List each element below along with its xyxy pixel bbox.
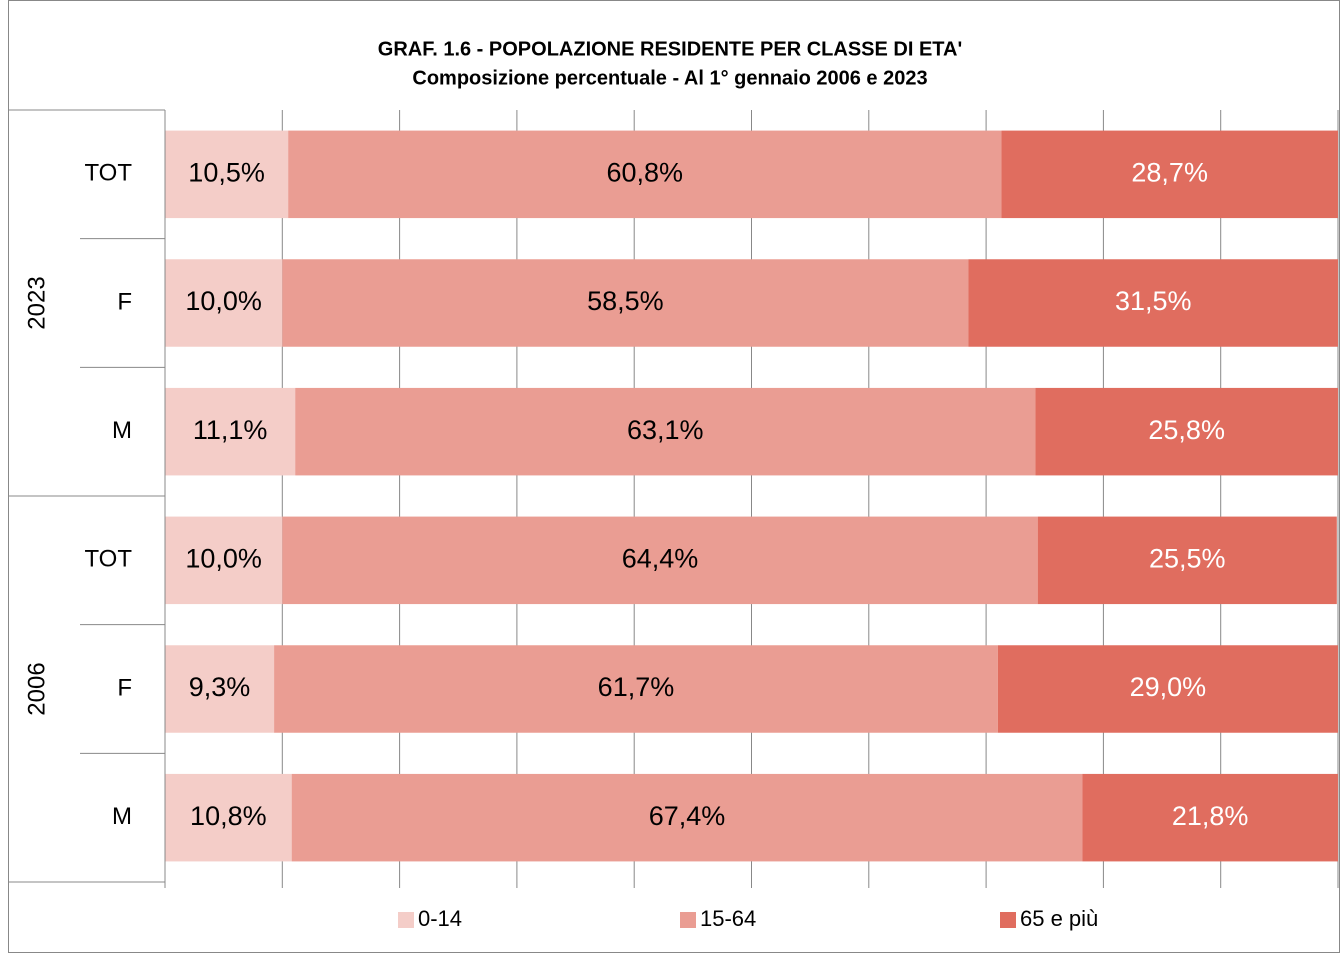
data-label: 63,1% bbox=[627, 415, 704, 445]
data-label: 31,5% bbox=[1115, 286, 1192, 316]
y-tick-label: M bbox=[112, 417, 132, 444]
bar-segment bbox=[165, 130, 289, 219]
data-label: 21,8% bbox=[1172, 801, 1249, 831]
y-tick-label: F bbox=[117, 288, 132, 315]
data-label: 9,3% bbox=[189, 672, 251, 702]
legend-swatch bbox=[680, 912, 696, 928]
bar-segment bbox=[165, 773, 292, 862]
data-label: 10,0% bbox=[185, 286, 262, 316]
bar-segment bbox=[1037, 516, 1337, 605]
y-tick-label: TOT bbox=[84, 546, 132, 573]
chart-title: GRAF. 1.6 - POPOLAZIONE RESIDENTE PER CL… bbox=[378, 38, 962, 60]
bar-segment bbox=[997, 645, 1338, 733]
bar-segment bbox=[274, 645, 998, 733]
data-label: 10,0% bbox=[185, 543, 262, 573]
bar-segment bbox=[282, 516, 1038, 605]
y-tick-label: TOT bbox=[84, 160, 132, 187]
y-tick-label: M bbox=[112, 803, 132, 830]
data-label: 28,7% bbox=[1131, 157, 1208, 187]
data-label: 60,8% bbox=[606, 157, 683, 187]
legend-swatch bbox=[1000, 912, 1016, 928]
data-label: 29,0% bbox=[1130, 672, 1207, 702]
bar-segment bbox=[968, 259, 1338, 347]
data-label: 61,7% bbox=[598, 672, 675, 702]
data-label: 64,4% bbox=[622, 543, 699, 573]
legend-swatch bbox=[398, 912, 414, 928]
bar-segment bbox=[1082, 773, 1338, 862]
data-label: 10,5% bbox=[188, 157, 265, 187]
data-label: 11,1% bbox=[193, 415, 268, 445]
bar-segment bbox=[291, 773, 1083, 862]
bar-segment bbox=[288, 130, 1002, 219]
group-label: 2006 bbox=[23, 662, 50, 715]
bar-segment bbox=[165, 645, 275, 733]
data-label: 25,8% bbox=[1148, 415, 1225, 445]
bar-segment bbox=[1035, 387, 1338, 476]
group-label: 2023 bbox=[23, 276, 50, 329]
bar-segment bbox=[295, 387, 1036, 476]
data-label: 10,8% bbox=[190, 801, 267, 831]
bar-segment bbox=[1001, 130, 1338, 219]
y-tick-label: F bbox=[117, 674, 132, 701]
bar-segment bbox=[282, 259, 969, 347]
bar-segment bbox=[165, 516, 283, 605]
data-label: 25,5% bbox=[1149, 543, 1226, 573]
bar-segment bbox=[165, 387, 296, 476]
data-label: 58,5% bbox=[587, 286, 664, 316]
legend-label: 65 e più bbox=[1020, 906, 1098, 931]
chart-subtitle: Composizione percentuale - Al 1° gennaio… bbox=[412, 67, 927, 89]
legend-label: 0-14 bbox=[418, 906, 462, 931]
data-label: 67,4% bbox=[649, 801, 726, 831]
legend-label: 15-64 bbox=[700, 906, 756, 931]
bar-segment bbox=[165, 259, 283, 347]
